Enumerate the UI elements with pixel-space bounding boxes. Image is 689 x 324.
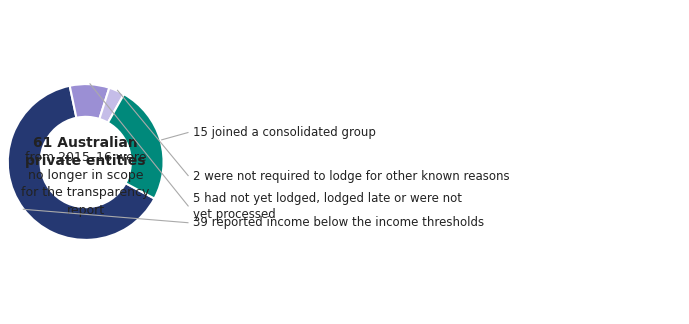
Wedge shape (8, 86, 154, 240)
Text: 5 had not yet lodged, lodged late or were not
yet processed: 5 had not yet lodged, lodged late or wer… (193, 192, 462, 221)
Wedge shape (99, 88, 124, 123)
Text: 39 reported income below the income thresholds: 39 reported income below the income thre… (193, 216, 484, 229)
Text: 61 Australian
private entities: 61 Australian private entities (25, 136, 146, 168)
Wedge shape (70, 84, 110, 119)
Wedge shape (108, 94, 163, 199)
Text: 2 were not required to lodge for other known reasons: 2 were not required to lodge for other k… (193, 169, 510, 182)
Text: 15 joined a consolidated group: 15 joined a consolidated group (193, 126, 376, 139)
Text: from 2015–16 were
no longer in scope
for the transparency
report: from 2015–16 were no longer in scope for… (21, 151, 150, 216)
